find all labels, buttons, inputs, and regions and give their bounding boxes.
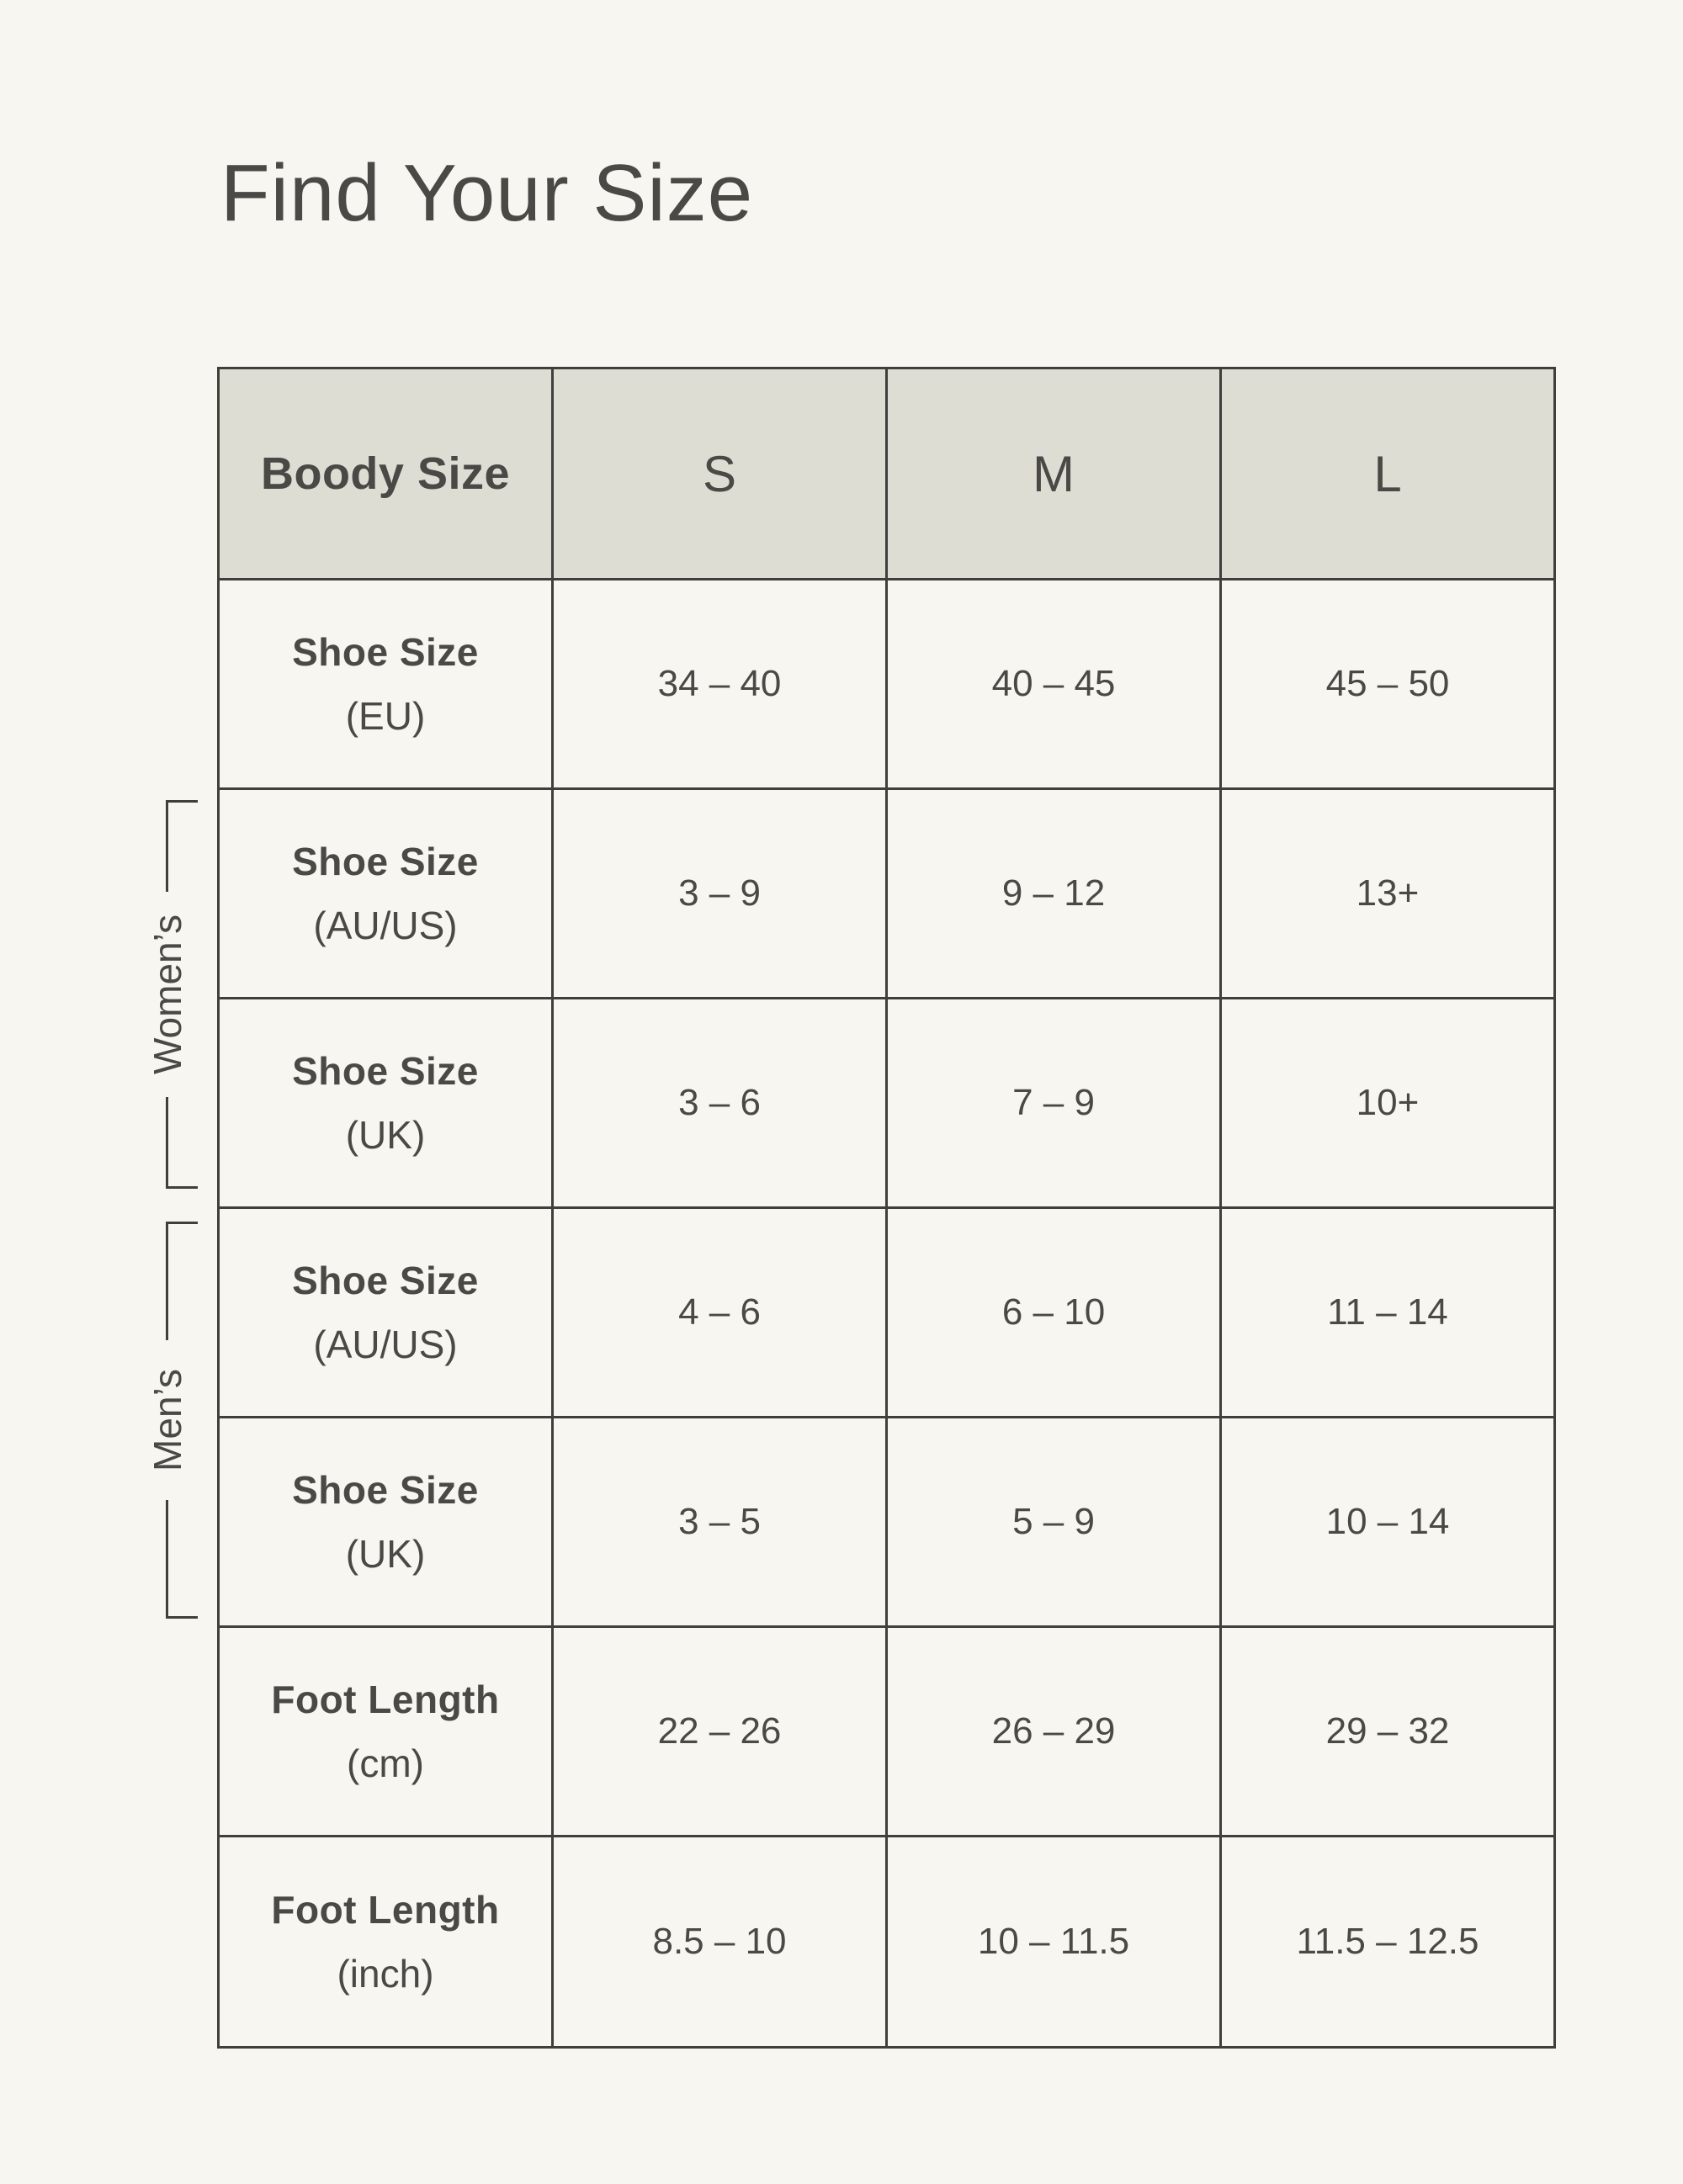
womens-bracket-upper-line bbox=[166, 800, 168, 892]
value-cell-womens-uk-s: 3 – 6 bbox=[551, 997, 888, 1209]
table-row-womens-shoe-size-uk: Shoe Size (UK) 3 – 6 7 – 9 10+ bbox=[217, 997, 1556, 1209]
header-cell-boody-size: Boody Size bbox=[217, 367, 554, 580]
value-cell-mens-uk-l: 10 – 14 bbox=[1219, 1416, 1556, 1628]
value-cell-mens-uk-s: 3 – 5 bbox=[551, 1416, 888, 1628]
row-label-unit: (UK) bbox=[345, 1113, 426, 1157]
table-row-foot-length-inch: Foot Length (inch) 8.5 – 10 10 – 11.5 11… bbox=[217, 1835, 1556, 2049]
row-label-main: Shoe Size bbox=[292, 1259, 479, 1302]
table-row-foot-length-cm: Foot Length (cm) 22 – 26 26 – 29 29 – 32 bbox=[217, 1625, 1556, 1837]
row-label-main: Shoe Size bbox=[292, 1049, 479, 1093]
row-label-womens-uk: Shoe Size (UK) bbox=[217, 997, 554, 1209]
value-cell-inch-m: 10 – 11.5 bbox=[885, 1835, 1222, 2049]
table-row-shoe-size-eu: Shoe Size (EU) 34 – 40 40 – 45 45 – 50 bbox=[217, 578, 1556, 790]
row-label-mens-uk: Shoe Size (UK) bbox=[217, 1416, 554, 1628]
mens-group-bracket: Men’s bbox=[146, 1222, 198, 1619]
mens-group-label: Men’s bbox=[146, 1369, 189, 1471]
row-label-unit: (UK) bbox=[345, 1532, 426, 1576]
value-cell-cm-s: 22 – 26 bbox=[551, 1625, 888, 1837]
value-cell-mens-auus-s: 4 – 6 bbox=[551, 1206, 888, 1418]
table-header-row: Boody Size S M L bbox=[217, 367, 1556, 580]
row-label-shoe-size-eu: Shoe Size (EU) bbox=[217, 578, 554, 790]
mens-bracket-bottom-tick bbox=[166, 1616, 198, 1619]
value-cell-cm-l: 29 – 32 bbox=[1219, 1625, 1556, 1837]
value-cell-inch-l: 11.5 – 12.5 bbox=[1219, 1835, 1556, 2049]
value-cell-mens-auus-m: 6 – 10 bbox=[885, 1206, 1222, 1418]
row-label-main: Shoe Size bbox=[292, 840, 479, 883]
row-label-unit: (inch) bbox=[337, 1952, 434, 1996]
table-row-mens-shoe-size-auus: Shoe Size (AU/US) 4 – 6 6 – 10 11 – 14 bbox=[217, 1206, 1556, 1418]
row-label-main: Foot Length bbox=[271, 1678, 500, 1721]
row-label-unit: (AU/US) bbox=[313, 1323, 458, 1366]
header-cell-size-l: L bbox=[1219, 367, 1556, 580]
value-cell-womens-auus-s: 3 – 9 bbox=[551, 787, 888, 999]
womens-group-bracket: Women’s bbox=[146, 800, 198, 1189]
row-label-unit: (EU) bbox=[345, 694, 426, 738]
value-cell-cm-m: 26 – 29 bbox=[885, 1625, 1222, 1837]
page-title: Find Your Size bbox=[220, 148, 754, 238]
value-cell-mens-auus-l: 11 – 14 bbox=[1219, 1206, 1556, 1418]
value-cell-eu-m: 40 – 45 bbox=[885, 578, 1222, 790]
value-cell-eu-s: 34 – 40 bbox=[551, 578, 888, 790]
row-label-main: Foot Length bbox=[271, 1888, 500, 1932]
row-label-unit: (AU/US) bbox=[313, 904, 458, 947]
row-label-foot-length-inch: Foot Length (inch) bbox=[217, 1835, 554, 2049]
row-label-foot-length-cm: Foot Length (cm) bbox=[217, 1625, 554, 1837]
row-label-main: Shoe Size bbox=[292, 630, 479, 674]
row-label-womens-auus: Shoe Size (AU/US) bbox=[217, 787, 554, 999]
value-cell-eu-l: 45 – 50 bbox=[1219, 578, 1556, 790]
row-label-unit: (cm) bbox=[347, 1741, 424, 1785]
mens-bracket-upper-line bbox=[166, 1222, 168, 1340]
womens-bracket-lower-line bbox=[166, 1097, 168, 1189]
value-cell-womens-uk-m: 7 – 9 bbox=[885, 997, 1222, 1209]
table-row-mens-shoe-size-uk: Shoe Size (UK) 3 – 5 5 – 9 10 – 14 bbox=[217, 1416, 1556, 1628]
header-cell-size-s: S bbox=[551, 367, 888, 580]
value-cell-mens-uk-m: 5 – 9 bbox=[885, 1416, 1222, 1628]
womens-bracket-top-tick bbox=[166, 800, 198, 803]
womens-bracket-bottom-tick bbox=[166, 1186, 198, 1189]
value-cell-womens-uk-l: 10+ bbox=[1219, 997, 1556, 1209]
value-cell-womens-auus-m: 9 – 12 bbox=[885, 787, 1222, 999]
size-chart-table: Boody Size S M L Shoe Size (EU) 34 – 40 … bbox=[217, 367, 1556, 2049]
value-cell-inch-s: 8.5 – 10 bbox=[551, 1835, 888, 2049]
row-label-main: Shoe Size bbox=[292, 1468, 479, 1512]
header-cell-size-m: M bbox=[885, 367, 1222, 580]
table-row-womens-shoe-size-auus: Shoe Size (AU/US) 3 – 9 9 – 12 13+ bbox=[217, 787, 1556, 999]
mens-bracket-lower-line bbox=[166, 1500, 168, 1619]
mens-bracket-top-tick bbox=[166, 1222, 198, 1224]
womens-group-label: Women’s bbox=[146, 914, 189, 1075]
row-label-mens-auus: Shoe Size (AU/US) bbox=[217, 1206, 554, 1418]
value-cell-womens-auus-l: 13+ bbox=[1219, 787, 1556, 999]
